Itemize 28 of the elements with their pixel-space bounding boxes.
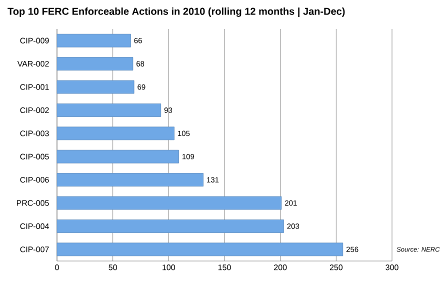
bar [56,242,344,256]
y-tick-label: CIP-005 [20,154,49,160]
x-tick-label: 100 [162,264,176,270]
x-tick-label: 250 [330,264,343,270]
y-tick-label: CIP-004 [20,223,49,230]
bar [56,57,134,70]
y-tick-label: VAR-002 [17,60,49,67]
chart-title: Top 10 FERC Enforceable Actions in 2010 (rolling 12 months | Jan-Dec) [8,8,345,17]
x-tick-label: 300 [386,264,398,270]
bar [56,196,282,210]
y-tick-label: CIP-003 [20,130,49,136]
bar [56,220,284,233]
bar [56,104,162,117]
x-tick-label: 0 [55,264,59,270]
y-tick-label: CIP-002 [20,107,49,114]
y-tick-label: CIP-009 [20,38,49,44]
x-tick-label: 50 [108,264,117,270]
bar [56,34,131,48]
y-tick-label: CIP-007 [20,246,49,252]
x-tick-label: 150 [218,264,231,270]
y-tick-label: PRC-005 [16,200,49,206]
bar [56,126,174,140]
y-tick-label: CIP-006 [20,176,49,183]
bar [56,173,204,187]
bar [56,150,179,164]
x-tick-label: 200 [274,264,287,270]
bar [56,80,134,94]
y-tick-label: CIP-001 [20,84,49,90]
